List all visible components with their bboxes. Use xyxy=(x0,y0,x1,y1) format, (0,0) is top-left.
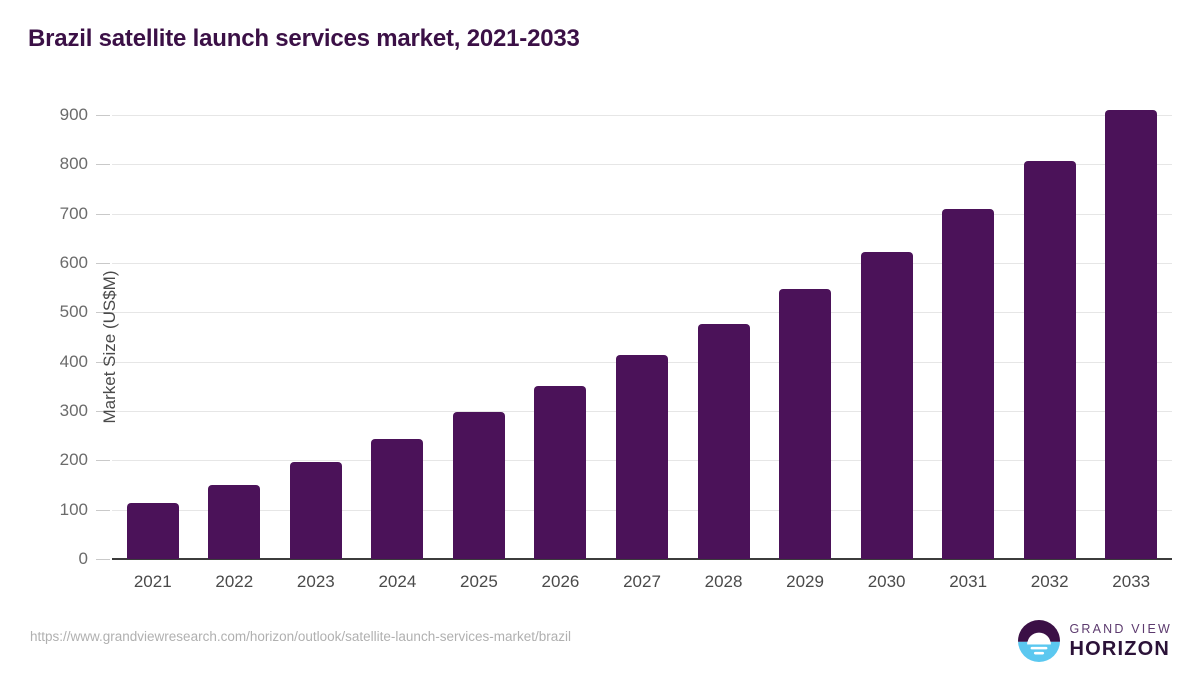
y-tick-mark xyxy=(96,312,110,314)
bar-2027[interactable] xyxy=(616,355,668,559)
bar-2029[interactable] xyxy=(779,288,832,559)
y-tick-mark xyxy=(96,164,110,166)
bar-2023[interactable] xyxy=(289,462,342,559)
x-tick-label-2030: 2030 xyxy=(867,572,906,591)
bar-2030[interactable] xyxy=(860,251,913,559)
gridline xyxy=(112,312,1172,314)
y-tick-mark xyxy=(96,213,110,215)
bar-2031[interactable] xyxy=(942,208,995,559)
x-axis-line xyxy=(112,558,1172,560)
x-tick-label-2022: 2022 xyxy=(215,572,254,591)
logo-line-horizon: HORIZON xyxy=(1069,637,1171,660)
y-tick-mark xyxy=(96,509,110,511)
bar-2033[interactable] xyxy=(1105,109,1158,559)
y-tick-label: 200 xyxy=(59,450,88,470)
x-tick-label-2024: 2024 xyxy=(378,572,417,591)
x-tick-label-2021: 2021 xyxy=(133,572,172,591)
y-tick-label: 0 xyxy=(78,549,88,568)
y-tick-mark xyxy=(96,460,110,462)
x-tick-label-2033: 2033 xyxy=(1112,572,1151,591)
y-tick-label: 500 xyxy=(59,302,88,322)
horizon-circle-icon xyxy=(1018,620,1061,662)
y-tick-label: 900 xyxy=(59,105,88,124)
x-tick-label-2031: 2031 xyxy=(949,572,988,591)
source-url[interactable]: https://www.grandviewresearch.com/horizo… xyxy=(30,629,571,644)
x-tick-label-2029: 2029 xyxy=(786,572,824,591)
bar-2026[interactable] xyxy=(534,385,587,559)
bar-2022[interactable] xyxy=(208,484,261,559)
y-tick-mark xyxy=(96,115,110,116)
x-tick-label-2032: 2032 xyxy=(1030,572,1069,591)
gridline xyxy=(112,115,1172,116)
bar-2028[interactable] xyxy=(697,323,750,559)
y-tick-label: 100 xyxy=(59,499,88,519)
gridline xyxy=(112,263,1172,264)
y-tick-label: 300 xyxy=(59,401,88,420)
y-tick-label: 600 xyxy=(59,253,88,272)
y-tick-label: 400 xyxy=(59,351,88,371)
brand-logo: GRAND VIEW HORIZON xyxy=(1018,620,1172,662)
x-tick-label-2023: 2023 xyxy=(296,572,335,591)
x-tick-label-2027: 2027 xyxy=(623,572,661,591)
logo-wordmark: GRAND VIEW HORIZON xyxy=(1069,623,1172,659)
y-tick-mark xyxy=(96,263,110,264)
page-title: Brazil satellite launch services market,… xyxy=(28,25,580,52)
gridline xyxy=(112,213,1172,215)
y-tick-label: 800 xyxy=(59,154,88,174)
bar-2025[interactable] xyxy=(452,412,505,559)
x-tick-label-2025: 2025 xyxy=(460,572,498,591)
bar-2032[interactable] xyxy=(1023,161,1076,559)
x-tick-label-2026: 2026 xyxy=(541,572,580,591)
x-tick-label-2028: 2028 xyxy=(704,572,743,591)
logo-line-grand-view: GRAND VIEW xyxy=(1069,622,1172,637)
gridline xyxy=(112,164,1172,166)
y-tick-label: 700 xyxy=(59,203,88,223)
y-axis-title: Market Size (US$M) xyxy=(100,270,119,424)
bar-2021[interactable] xyxy=(126,502,179,559)
y-tick-mark xyxy=(96,361,110,363)
y-tick-mark xyxy=(96,559,110,560)
bar-2024[interactable] xyxy=(371,438,424,559)
y-tick-mark xyxy=(96,411,110,412)
